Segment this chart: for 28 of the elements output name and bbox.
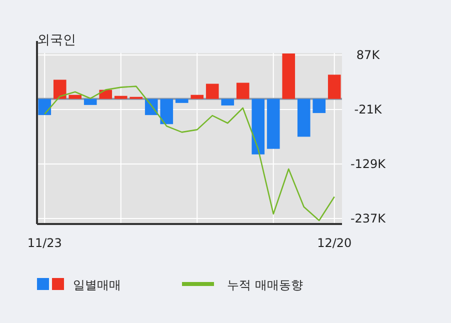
line-series [44, 86, 336, 222]
bar [38, 98, 52, 116]
x-tick-label: 12/20 [317, 236, 352, 250]
y-tick-label: -237K [350, 211, 387, 226]
bar [266, 98, 280, 149]
bar [236, 82, 250, 99]
bar [328, 74, 341, 99]
bar [53, 80, 66, 99]
bar [68, 94, 82, 99]
y-tick-label: 87K [356, 48, 381, 62]
chart-title: 외국인 [37, 33, 76, 48]
bar [84, 98, 97, 105]
bar [206, 84, 219, 99]
bar [160, 98, 174, 124]
bar [252, 98, 265, 154]
y-tick-label: -21K [354, 102, 383, 116]
y-tick-label: -129K [350, 156, 387, 171]
bar [221, 98, 234, 106]
x-tick-label: 11/23 [27, 236, 62, 250]
bar [282, 54, 296, 99]
bar [175, 98, 188, 103]
legend-label: 일별매매 [73, 278, 121, 292]
bar [312, 98, 326, 114]
legend-label: 누적 매매동향 [227, 278, 303, 292]
bar [114, 96, 128, 99]
bar [297, 98, 310, 137]
bar [190, 94, 204, 99]
bar [99, 90, 112, 99]
